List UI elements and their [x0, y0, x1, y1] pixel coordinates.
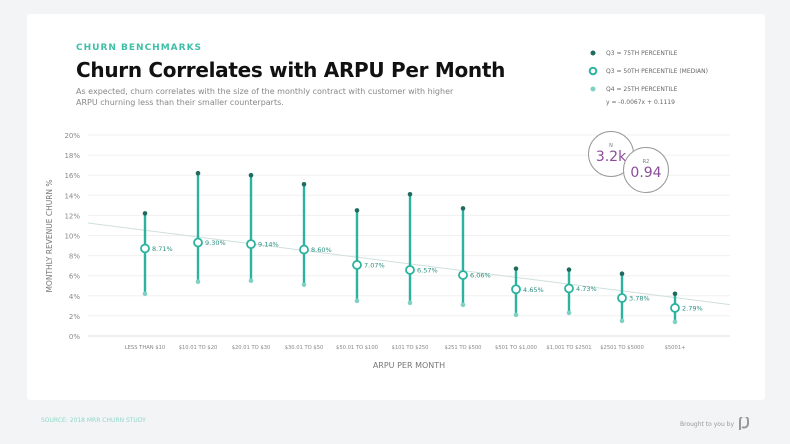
- median-label: 6.57%: [417, 266, 438, 274]
- median-point: [564, 283, 574, 294]
- q75-point: [672, 291, 678, 297]
- x-tick-label: $30.01 TO $50: [285, 345, 324, 351]
- x-tick-label: $20.01 TO $30: [232, 345, 271, 351]
- q75-point: [566, 267, 572, 272]
- median-point: [405, 265, 415, 275]
- q25-point: [460, 302, 466, 308]
- q25-point: [248, 278, 254, 284]
- median-label: 6.06%: [470, 272, 491, 280]
- q25-point: [566, 310, 572, 316]
- median-label: 4.65%: [523, 286, 544, 294]
- q75-point: [248, 172, 254, 178]
- median-point: [246, 239, 256, 250]
- x-tick-label: $2501 TO $5000: [600, 345, 644, 351]
- q75-point: [142, 211, 148, 216]
- median-label: 2.79%: [682, 304, 703, 312]
- y-tick-label: 4%: [69, 293, 80, 301]
- y-tick-label: 16%: [64, 172, 80, 180]
- median-label: 8.60%: [311, 246, 332, 254]
- y-tick-label: 10%: [64, 233, 80, 241]
- y-tick-label: 8%: [69, 253, 80, 261]
- q75-point: [301, 181, 307, 187]
- q25-point: [672, 319, 678, 325]
- q25-point: [619, 318, 625, 324]
- y-tick-label: 14%: [64, 192, 80, 200]
- median-point: [299, 244, 309, 255]
- legend: Q3 = 75TH PERCENTILE Q3 = 50TH PERCENTIL…: [588, 44, 708, 98]
- x-tick-label: LESS THAN $10: [125, 345, 165, 351]
- legend-dot-icon: [590, 50, 596, 56]
- y-tick-label: 20%: [64, 132, 80, 140]
- r2-badge: R2 0.94: [623, 147, 669, 193]
- brought-by: Brought to you by: [680, 417, 750, 431]
- median-point: [193, 237, 203, 248]
- q75-point: [354, 208, 360, 213]
- q25-point: [407, 300, 413, 306]
- median-label: 7.07%: [364, 261, 385, 269]
- page-title: Churn Correlates with ARPU Per Month: [76, 58, 506, 82]
- subtitle: As expected, churn correlates with the s…: [76, 87, 454, 107]
- q75-point: [195, 170, 201, 176]
- brand-logo-icon: [739, 417, 750, 430]
- median-label: 8.71%: [152, 245, 173, 253]
- median-point: [458, 270, 468, 280]
- q25-point: [142, 291, 148, 297]
- q25-point: [513, 312, 519, 318]
- q75-point: [513, 266, 519, 271]
- legend-item-q25: Q4 = 25TH PERCENTILE: [588, 80, 708, 98]
- median-point: [140, 243, 150, 254]
- x-tick-label: $251 TO $500: [445, 345, 482, 351]
- source-note: SOURCE: 2018 MRR CHURN STUDY: [41, 417, 146, 424]
- x-axis-label: ARPU PER MONTH: [373, 361, 445, 370]
- q25-point: [301, 282, 307, 288]
- legend-item-q75: Q3 = 75TH PERCENTILE: [588, 44, 708, 62]
- y-tick-label: 2%: [69, 313, 80, 321]
- q25-point: [354, 298, 360, 304]
- median-label: 9.30%: [205, 239, 226, 247]
- q75-point: [619, 271, 625, 276]
- x-tick-label: $10.01 TO $20: [179, 345, 218, 351]
- median-point: [617, 293, 627, 303]
- x-tick-label: $101 TO $250: [392, 345, 429, 351]
- y-tick-label: 18%: [64, 152, 80, 160]
- median-label: 9.14%: [258, 241, 279, 249]
- y-tick-label: 6%: [69, 273, 80, 281]
- legend-item-median: Q3 = 50TH PERCENTILE (MEDIAN): [588, 62, 708, 80]
- y-tick-label: 0%: [69, 333, 80, 341]
- x-tick-label: $5001+: [665, 345, 686, 351]
- y-axis-label: MONTHLY REVENUE CHURN %: [45, 179, 54, 292]
- legend-dot-icon: [590, 86, 596, 92]
- y-tick-label: 12%: [64, 212, 80, 220]
- q25-point: [195, 279, 201, 285]
- eyebrow: CHURN BENCHMARKS: [76, 43, 203, 53]
- x-tick-label: $501 TO $1,000: [495, 345, 537, 351]
- x-tick-label: $50.01 TO $100: [336, 345, 378, 351]
- legend-ring-icon: [588, 66, 598, 76]
- median-point: [511, 284, 521, 295]
- q75-point: [460, 206, 466, 211]
- median-point: [352, 260, 362, 270]
- median-label: 3.78%: [629, 295, 650, 303]
- x-tick-label: $1,001 TO $2501: [546, 345, 591, 351]
- median-label: 4.73%: [576, 285, 597, 293]
- q75-point: [407, 191, 413, 197]
- median-point: [670, 303, 680, 313]
- trend-equation: y = -0.0067x + 0.1119: [606, 99, 675, 106]
